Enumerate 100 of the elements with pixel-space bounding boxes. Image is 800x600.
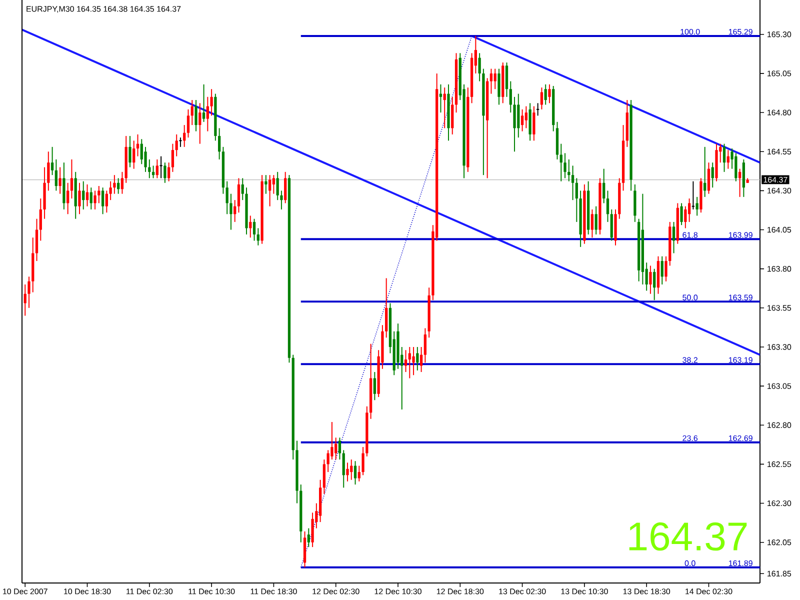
candlestick <box>404 350 408 372</box>
candlestick <box>606 190 610 222</box>
y-tick-label: 162.30 <box>768 500 792 506</box>
candlestick <box>82 180 85 210</box>
candlestick <box>218 128 221 160</box>
candlestick <box>276 171 279 201</box>
candlestick <box>513 96 516 152</box>
candlestick <box>105 190 108 214</box>
candlestick <box>571 165 574 201</box>
candlestick <box>548 84 551 104</box>
candlestick <box>696 196 698 216</box>
candlestick <box>520 108 524 132</box>
candlestick <box>183 124 186 148</box>
candlestick <box>373 371 376 401</box>
x-tick-label: 12 Dec 10:30 <box>374 588 422 594</box>
candlestick <box>362 446 364 476</box>
candlestick <box>54 158 58 192</box>
x-tick-label: 13 Dec 02:30 <box>499 588 546 594</box>
candlestick <box>206 96 209 132</box>
annotation: 61.8 <box>682 232 698 238</box>
candlestick <box>58 166 62 194</box>
candlestick <box>284 171 287 204</box>
candlestick <box>168 162 170 182</box>
text: EURJPY,M30 164.35 164.38 164.35 164.37 <box>26 6 181 13</box>
y-tick-label: 162.05 <box>768 540 792 546</box>
candlestick <box>120 171 124 194</box>
candlestick <box>691 180 696 210</box>
y-tick-label: 165.30 <box>768 32 792 38</box>
candlestick <box>326 450 330 473</box>
candlestick <box>128 135 132 168</box>
candlestick <box>190 100 194 126</box>
candlestick <box>159 156 163 179</box>
candlestick <box>540 87 544 110</box>
candlestick <box>478 52 481 82</box>
candlestick <box>202 84 206 122</box>
candlestick <box>210 88 213 116</box>
candlestick <box>385 278 388 338</box>
candlestick <box>113 174 116 194</box>
candlestick <box>156 158 158 179</box>
candlestick <box>164 162 166 184</box>
candlestick <box>680 202 683 226</box>
candlestick <box>664 256 668 282</box>
candlestick <box>90 187 92 210</box>
candlestick <box>186 108 190 138</box>
candlestick <box>544 84 547 106</box>
candlestick <box>346 462 349 482</box>
x-tick-label: 13 Dec 18:30 <box>623 588 670 594</box>
candlestick <box>342 450 345 488</box>
candlestick <box>439 84 442 114</box>
y-tick-label: 164.55 <box>768 148 792 154</box>
annotation: 23.6 <box>682 435 698 441</box>
candlestick <box>490 68 493 94</box>
candlestick <box>272 174 276 194</box>
candlestick <box>24 284 26 316</box>
candlestick <box>101 187 104 215</box>
x-tick-label: 11 Dec 18:30 <box>250 588 297 594</box>
candlestick <box>234 200 236 222</box>
candlestick <box>109 180 112 201</box>
x-tick-label: 13 Dec 10:30 <box>561 588 608 594</box>
candlestick <box>358 465 360 482</box>
candlestick <box>230 193 232 230</box>
candlestick <box>47 151 50 192</box>
candlestick <box>311 512 314 548</box>
x-tick-label: 14 Dec 02:30 <box>686 588 732 594</box>
candlestick <box>524 106 528 129</box>
candlestick <box>198 102 202 144</box>
candlestick <box>590 208 594 238</box>
candlestick <box>610 208 613 242</box>
candlestick <box>416 346 419 371</box>
candlestick <box>602 168 606 204</box>
candlestick <box>451 96 454 135</box>
y-tick-label: 164.05 <box>768 226 792 233</box>
candlestick <box>39 198 42 242</box>
candlestick <box>338 437 342 460</box>
candlestick <box>252 218 256 242</box>
x-tick-label: 11 Dec 02:30 <box>126 588 173 594</box>
x-tick-label: 12 Dec 18:30 <box>436 588 484 594</box>
candlestick <box>575 178 578 222</box>
candlestick <box>132 140 136 170</box>
y-tick-label: 162.80 <box>768 422 792 428</box>
annotation: 163.19 <box>728 357 752 363</box>
candlestick <box>117 178 120 194</box>
candlestick <box>171 143 174 172</box>
candlestick <box>237 178 240 214</box>
candlestick <box>408 346 411 379</box>
candlestick <box>148 158 151 179</box>
candlestick <box>532 106 536 142</box>
candlestick <box>350 459 353 480</box>
y-tick-label: 162.55 <box>768 461 792 468</box>
candlestick <box>568 158 570 182</box>
y-tick-label: 163.55 <box>768 305 792 311</box>
candlestick <box>249 215 252 238</box>
candlestick <box>672 221 676 254</box>
candlestick <box>241 178 244 201</box>
candlestick <box>707 162 710 194</box>
annotation: 161.89 <box>728 560 752 566</box>
candlestick <box>688 198 691 222</box>
x-tick-label: 11 Dec 10:30 <box>188 588 235 594</box>
candlestick <box>280 190 283 210</box>
candlestick <box>704 146 706 198</box>
